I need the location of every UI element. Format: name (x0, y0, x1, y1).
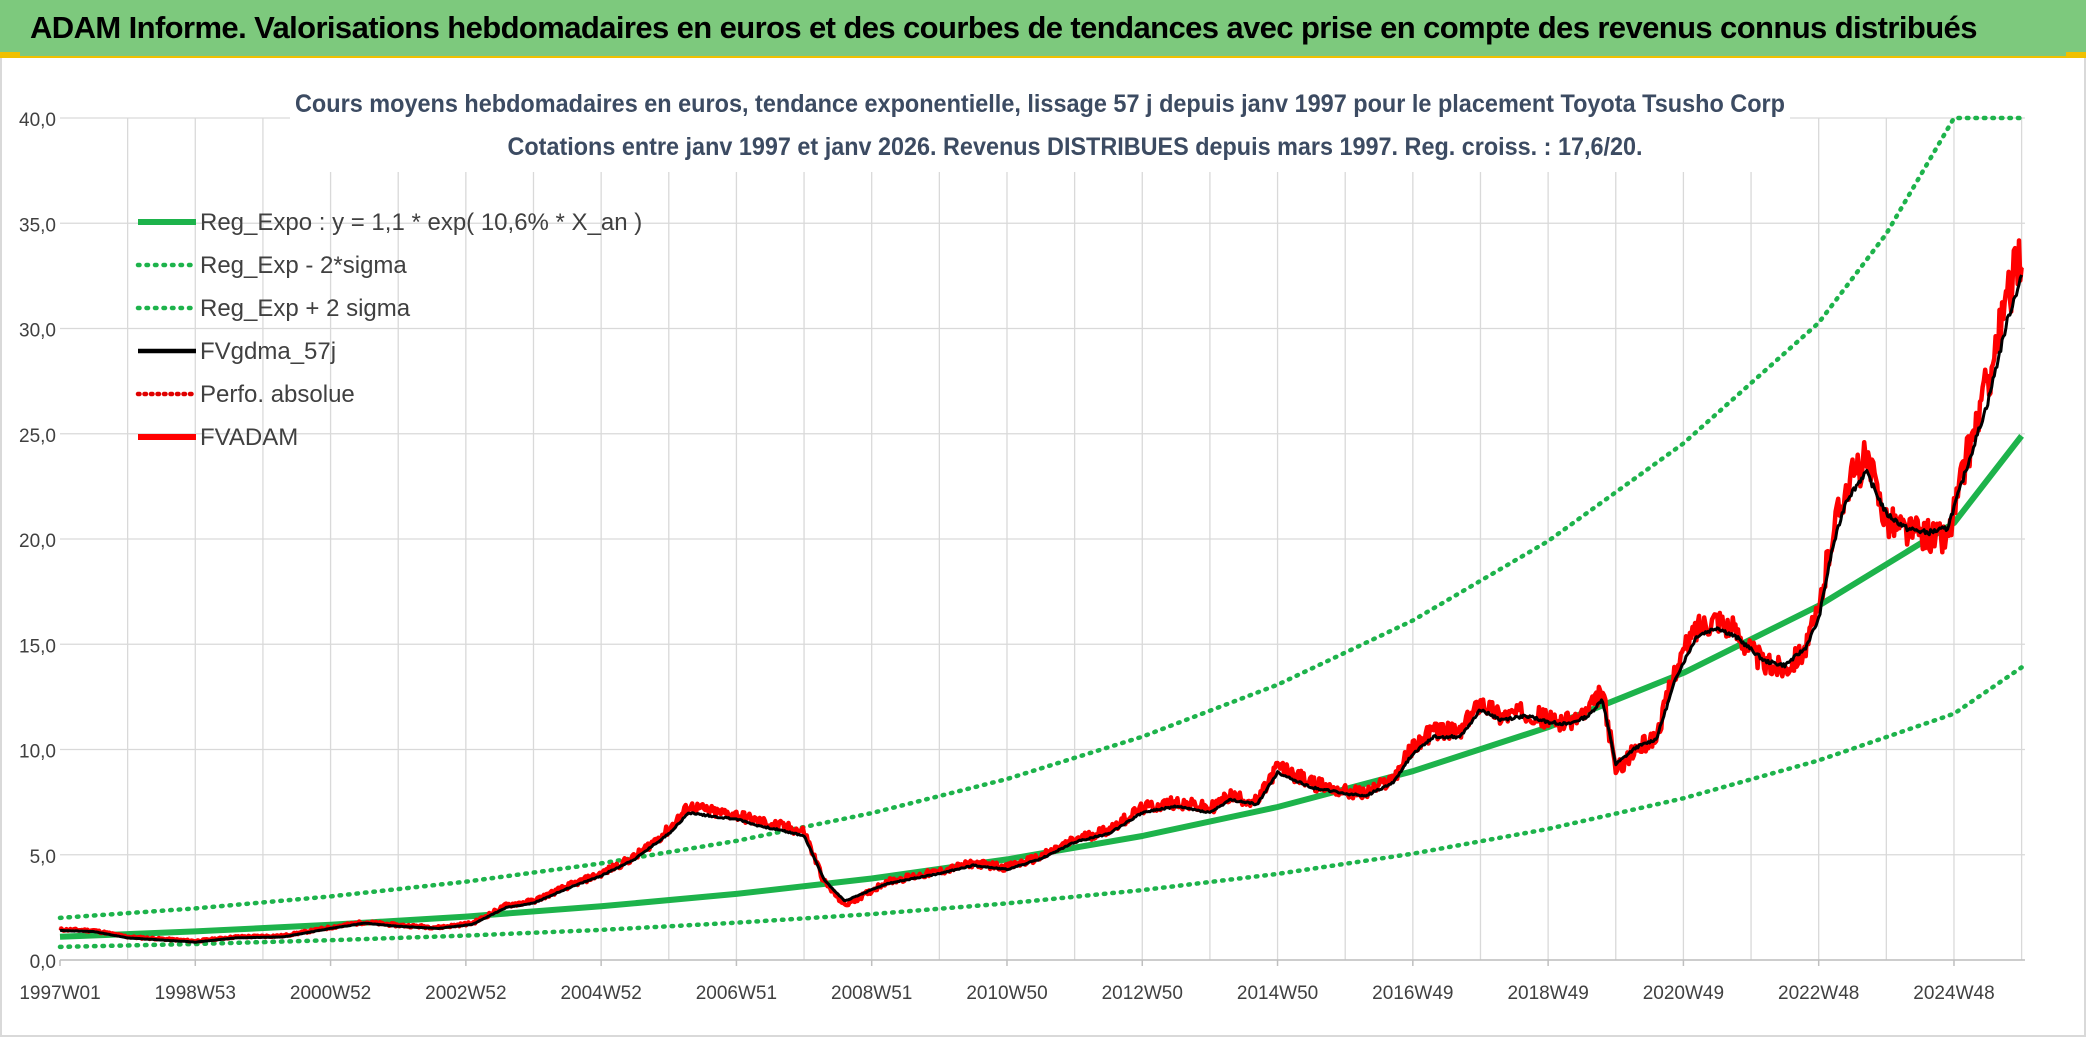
x-tick-label: 2004W52 (560, 983, 641, 1004)
x-tick-label: 2002W52 (425, 983, 506, 1004)
x-tick-label: 2006W51 (696, 983, 777, 1004)
banner-corner-right (2066, 52, 2086, 58)
x-tick-label: 2010W50 (966, 983, 1047, 1004)
report-title: ADAM Informe. Valorisations hebdomadaire… (30, 10, 1977, 45)
y-tick-label: 20,0 (19, 531, 56, 552)
y-tick-label: 10,0 (19, 742, 56, 763)
chart-legend: Reg_Expo : y = 1,1 * exp( 10,6% * X_an )… (135, 209, 642, 451)
x-tick-label: 2008W51 (831, 983, 912, 1004)
series-line-1 (57, 665, 2024, 950)
legend-label: Reg_Exp + 2 sigma (200, 295, 411, 322)
chart-title: Cours moyens hebdomadaires en euros, ten… (295, 90, 1785, 118)
series-line-2 (57, 115, 2024, 921)
legend-label: Reg_Expo : y = 1,1 * exp( 10,6% * X_an ) (200, 209, 642, 236)
series-line-4 (58, 239, 2023, 943)
legend-label: Perfo. absolue (200, 381, 355, 408)
y-tick-label: 5,0 (30, 847, 56, 868)
x-tick-label: 2020W49 (1643, 983, 1724, 1004)
y-tick-label: 30,0 (19, 321, 56, 342)
grid-lines (59, 117, 2025, 966)
legend-label: FVgdma_57j (200, 338, 336, 365)
x-tick-label: 2022W48 (1778, 983, 1859, 1004)
y-tick-label: 25,0 (19, 426, 56, 447)
y-tick-label: 15,0 (19, 636, 56, 657)
x-tick-label: 2016W49 (1372, 983, 1453, 1004)
report-banner: ADAM Informe. Valorisations hebdomadaire… (0, 0, 2086, 58)
y-tick-label: 40,0 (19, 110, 56, 131)
x-tick-label: 2014W50 (1237, 983, 1318, 1004)
x-tick-label: 2024W48 (1913, 983, 1994, 1004)
chart-frame (0, 58, 2086, 1037)
y-tick-label: 35,0 (19, 215, 56, 236)
title-background (290, 86, 1790, 172)
x-tick-label: 2018W49 (1507, 983, 1588, 1004)
series-layer (57, 115, 2024, 950)
legend-label: FVADAM (200, 424, 298, 451)
chart-subtitle: Cotations entre janv 1997 et janv 2026. … (508, 133, 1643, 161)
x-tick-label: 2000W52 (290, 983, 371, 1004)
x-tick-label: 1997W01 (19, 983, 100, 1004)
y-tick-label: 0,0 (30, 952, 56, 973)
series-line-5 (59, 238, 2024, 944)
series-line-3 (59, 274, 2023, 944)
banner-corner-left (0, 52, 20, 58)
series-line-0 (59, 434, 2024, 940)
legend-label: Reg_Exp - 2*sigma (200, 252, 407, 279)
axis-labels: 0,0 5,0 10,0 15,0 20,0 25,0 30,0 35,0 40,0 1997W0… (19, 110, 1995, 1004)
x-tick-label: 2012W50 (1102, 983, 1183, 1004)
x-tick-label: 1998W53 (155, 983, 236, 1004)
chart-titles: Cours moyens hebdomadaires en euros, ten… (290, 86, 1790, 172)
